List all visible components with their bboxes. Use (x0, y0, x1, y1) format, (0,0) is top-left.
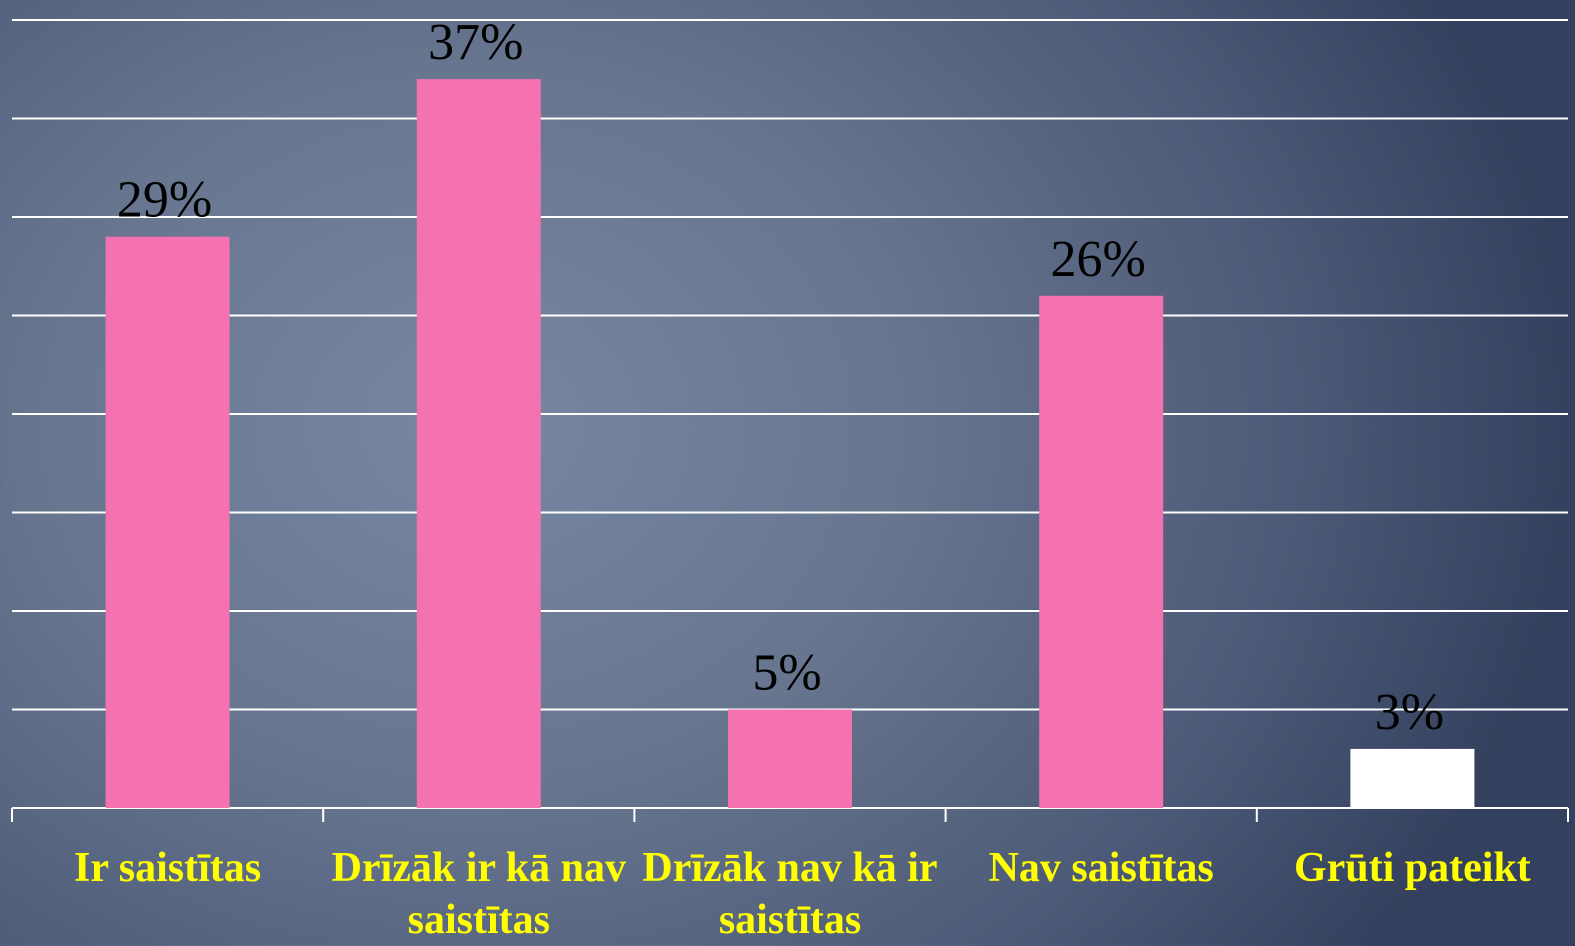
value-label: 29% (117, 172, 212, 229)
bar (105, 236, 230, 808)
x-tick-label: Grūti pateikt (1293, 845, 1531, 891)
x-tick-label: Drīzāk nav kā ir saistītas (642, 845, 938, 943)
value-label: 37% (428, 14, 523, 71)
value-label: 3% (1375, 684, 1444, 741)
bar (416, 79, 541, 809)
x-tick-label: Nav saistītas (988, 845, 1214, 891)
x-tick-label: Drīzāk ir kā nav saistītas (331, 845, 626, 943)
x-tick-label: Ir saistītas (74, 845, 262, 891)
bar (1350, 748, 1475, 808)
bar (728, 709, 852, 808)
value-label: 5% (752, 645, 821, 702)
value-label: 26% (1051, 231, 1146, 288)
bar (1039, 295, 1164, 808)
